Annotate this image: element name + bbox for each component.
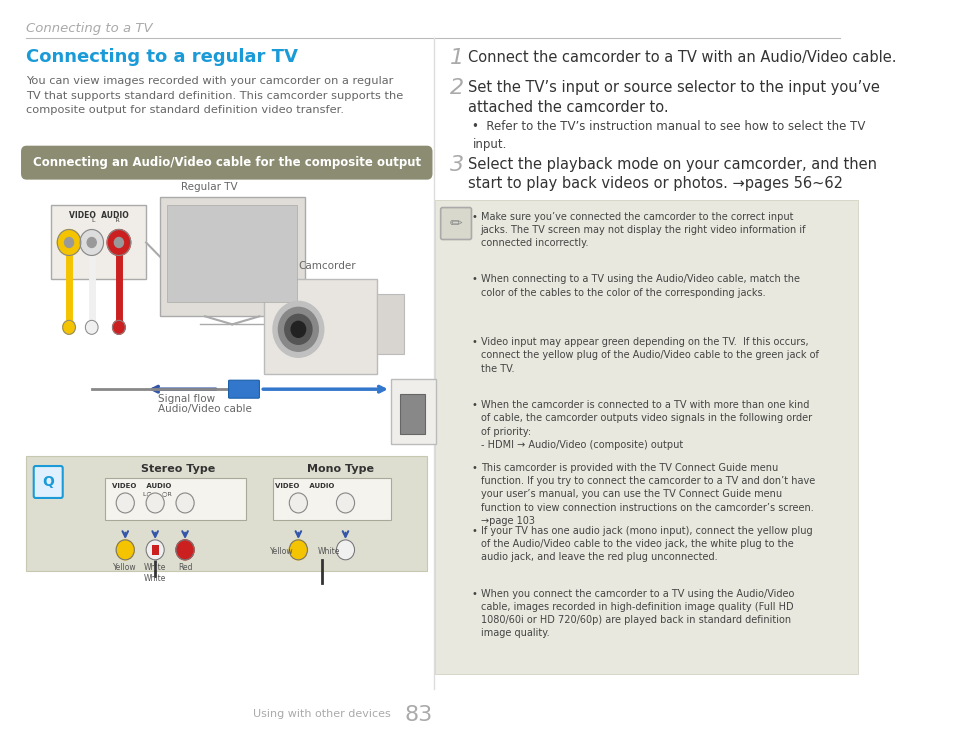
Circle shape — [57, 229, 81, 255]
Text: Q: Q — [42, 475, 54, 489]
Text: Make sure you’ve connected the camcorder to the correct input
jacks. The TV scre: Make sure you’ve connected the camcorder… — [480, 212, 805, 248]
Circle shape — [336, 540, 355, 560]
FancyBboxPatch shape — [273, 478, 391, 520]
FancyBboxPatch shape — [27, 456, 427, 571]
Text: Yellow: Yellow — [270, 548, 294, 556]
Text: 3: 3 — [449, 155, 463, 174]
Text: 2: 2 — [449, 78, 463, 98]
FancyBboxPatch shape — [105, 478, 246, 520]
Text: ✏: ✏ — [449, 216, 462, 231]
Circle shape — [289, 493, 307, 513]
Text: Set the TV’s input or source selector to the input you’ve
attached the camcorder: Set the TV’s input or source selector to… — [467, 80, 879, 115]
Circle shape — [175, 540, 193, 560]
Text: Red: Red — [177, 563, 193, 572]
FancyBboxPatch shape — [152, 545, 158, 555]
Text: •: • — [471, 212, 476, 222]
Text: Connecting to a regular TV: Connecting to a regular TV — [27, 48, 298, 66]
Circle shape — [175, 493, 193, 513]
Circle shape — [63, 320, 75, 334]
Circle shape — [116, 540, 134, 560]
Circle shape — [273, 301, 323, 357]
Circle shape — [116, 493, 134, 513]
Text: When you connect the camcorder to a TV using the Audio/Video
cable, images recor: When you connect the camcorder to a TV u… — [480, 589, 793, 638]
Text: Stereo Type: Stereo Type — [140, 464, 214, 474]
Text: Connect the camcorder to a TV with an Audio/Video cable.: Connect the camcorder to a TV with an Au… — [467, 50, 896, 65]
Text: •  Refer to the TV’s instruction manual to see how to select the TV
input.: • Refer to the TV’s instruction manual t… — [472, 120, 864, 151]
Circle shape — [87, 237, 96, 247]
Text: •: • — [471, 274, 476, 285]
Text: White: White — [317, 548, 340, 556]
Text: 83: 83 — [404, 704, 433, 725]
Text: VIDEO  AUDIO: VIDEO AUDIO — [69, 210, 129, 220]
Circle shape — [336, 493, 355, 513]
FancyBboxPatch shape — [21, 146, 432, 180]
Text: 1: 1 — [449, 48, 463, 68]
Text: Audio/Video cable: Audio/Video cable — [158, 404, 252, 414]
Circle shape — [284, 315, 312, 345]
FancyBboxPatch shape — [167, 204, 297, 302]
Text: When connecting to a TV using the Audio/Video cable, match the
color of the cabl: When connecting to a TV using the Audio/… — [480, 274, 799, 298]
Text: White: White — [144, 563, 166, 572]
Text: This camcorder is provided with the TV Connect Guide menu
function. If you try t: This camcorder is provided with the TV C… — [480, 463, 814, 526]
Text: L          R: L R — [91, 218, 119, 223]
Circle shape — [278, 307, 318, 351]
FancyBboxPatch shape — [435, 199, 857, 674]
FancyBboxPatch shape — [440, 207, 471, 239]
Text: You can view images recorded with your camcorder on a regular
TV that supports s: You can view images recorded with your c… — [27, 76, 403, 115]
Circle shape — [291, 321, 305, 337]
Circle shape — [80, 229, 103, 255]
Circle shape — [112, 320, 125, 334]
Text: VIDEO    AUDIO: VIDEO AUDIO — [112, 483, 172, 489]
FancyBboxPatch shape — [229, 380, 259, 398]
FancyBboxPatch shape — [51, 204, 146, 280]
Circle shape — [146, 540, 164, 560]
Text: Camcorder: Camcorder — [298, 261, 355, 272]
FancyBboxPatch shape — [264, 280, 376, 374]
Text: Video input may appear green depending on the TV.  If this occurs,
connect the y: Video input may appear green depending o… — [480, 337, 818, 374]
Text: Select the playback mode on your camcorder, and then
start to play back videos o: Select the playback mode on your camcord… — [467, 157, 876, 191]
FancyBboxPatch shape — [33, 466, 63, 498]
Text: Yellow: Yellow — [113, 563, 137, 572]
Circle shape — [65, 237, 73, 247]
Text: White: White — [144, 574, 166, 583]
Text: •: • — [471, 400, 476, 410]
FancyBboxPatch shape — [159, 196, 304, 316]
Text: Connecting an Audio/Video cable for the composite output: Connecting an Audio/Video cable for the … — [32, 156, 420, 169]
Circle shape — [146, 493, 164, 513]
Text: Signal flow: Signal flow — [158, 394, 215, 404]
Circle shape — [289, 540, 307, 560]
Text: When the camcorder is connected to a TV with more than one kind
of cable, the ca: When the camcorder is connected to a TV … — [480, 400, 811, 450]
FancyBboxPatch shape — [399, 394, 425, 434]
Text: If your TV has one audio jack (mono input), connect the yellow plug
of the Audio: If your TV has one audio jack (mono inpu… — [480, 526, 811, 562]
Text: Mono Type: Mono Type — [307, 464, 375, 474]
Circle shape — [107, 229, 131, 255]
Text: VIDEO    AUDIO: VIDEO AUDIO — [274, 483, 335, 489]
Text: •: • — [471, 589, 476, 599]
Text: •: • — [471, 526, 476, 536]
FancyBboxPatch shape — [391, 379, 436, 444]
Text: Connecting to a TV: Connecting to a TV — [27, 22, 152, 35]
Circle shape — [85, 320, 98, 334]
Circle shape — [114, 237, 123, 247]
Text: Regular TV: Regular TV — [181, 182, 237, 191]
Text: L○     ○R: L○ ○R — [142, 491, 172, 496]
Text: Using with other devices: Using with other devices — [253, 709, 391, 718]
FancyBboxPatch shape — [376, 294, 404, 354]
Text: •: • — [471, 463, 476, 473]
Text: •: • — [471, 337, 476, 347]
